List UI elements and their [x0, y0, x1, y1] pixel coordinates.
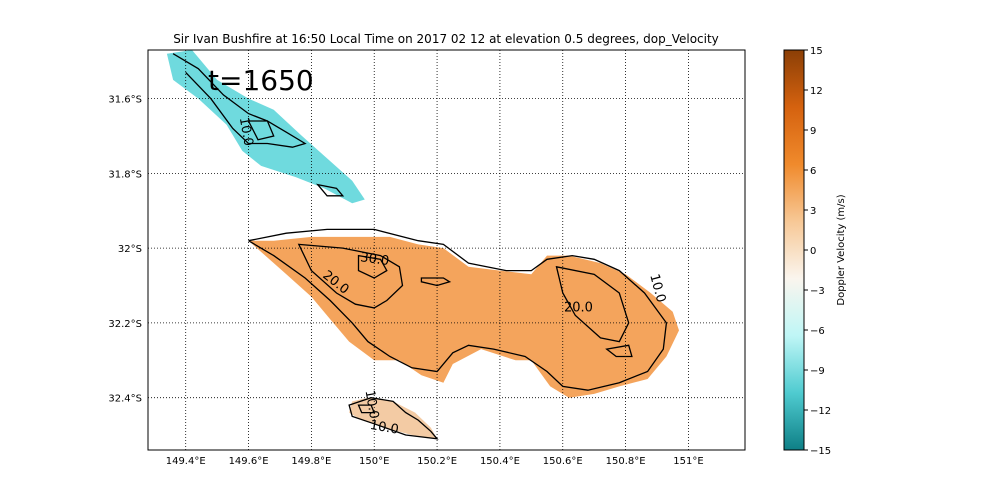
x-tick-label: 151°E — [673, 456, 703, 467]
contour-label: 20.0 — [564, 301, 593, 316]
colorbar-bar — [783, 49, 805, 451]
x-tick-label: 149.8°E — [291, 456, 331, 467]
colorbar-tick-label: −6 — [810, 326, 825, 337]
plot-area: 10.030.020.020.010.010.010.0 t=1650 — [147, 49, 746, 451]
gridlines — [148, 50, 745, 450]
colorbar-tick-label: 12 — [810, 86, 823, 97]
y-axis-ticks: 31.6°S 31.8°S 32°S 32.2°S 32.4°S — [108, 95, 142, 405]
x-tick-label: 150.4°E — [480, 456, 520, 467]
contour-north-10 — [172, 53, 307, 148]
contour-north-tail — [316, 183, 345, 197]
colorbar-tick-label: 6 — [810, 166, 816, 177]
contour-north-inner — [247, 120, 275, 141]
y-tick-label: 31.8°S — [108, 169, 142, 180]
y-tick-label: 32°S — [118, 244, 142, 255]
contour-plume-30 — [357, 254, 388, 279]
x-tick-label: 150.6°E — [543, 456, 583, 467]
contour-label: 10.0 — [361, 389, 381, 420]
y-tick-label: 31.6°S — [108, 95, 142, 106]
x-tick-label: 150.2°E — [417, 456, 457, 467]
x-tick-label: 149.4°E — [166, 456, 206, 467]
main-plume-region — [248, 236, 679, 398]
colorbar-tick-label: −12 — [810, 406, 831, 417]
contour-plume-20 — [297, 243, 404, 309]
y-tick-label: 32.2°S — [108, 319, 142, 330]
colorbar-tick-label: 9 — [810, 126, 816, 137]
contour-south-inner — [357, 404, 376, 414]
contour-plume-10 — [248, 228, 668, 391]
colorbar-tick-label: −3 — [810, 286, 825, 297]
axes-frame — [147, 49, 746, 451]
colorbar-tick-label: 0 — [810, 246, 816, 257]
x-tick-label: 149.6°E — [229, 456, 269, 467]
contour-label: 30.0 — [359, 250, 390, 269]
contour-label: 10.0 — [236, 116, 256, 147]
x-tick-label: 150.8°E — [606, 456, 646, 467]
contour-south-10 — [348, 397, 439, 440]
contour-lines — [172, 53, 668, 440]
colorbar: 15 12 9 6 3 0 −3 −6 −9 −12 −15 Doppler Velocity (m… — [783, 46, 847, 457]
chart-title: Sir Ivan Bushfire at 16:50 Local Time on… — [173, 32, 719, 46]
x-tick-label: 150°E — [359, 456, 389, 467]
colorbar-ticks: 15 12 9 6 3 0 −3 −6 −9 −12 −15 — [804, 46, 831, 457]
contour-plume-small — [420, 277, 452, 287]
colorbar-label: Doppler Velocity (m/s) — [836, 194, 847, 305]
south-cell-region — [349, 397, 438, 439]
colorbar-tick-label: −9 — [810, 366, 825, 377]
colorbar-tick-label: 15 — [810, 46, 823, 57]
x-axis-ticks: 149.4°E 149.6°E 149.8°E 150°E 150.2°E 150.4°E… — [166, 456, 704, 467]
contour-label: 10.0 — [646, 272, 668, 304]
contour-east-20 — [555, 265, 630, 343]
time-annotation: t=1650 — [208, 64, 314, 97]
y-tick-label: 32.4°S — [108, 394, 142, 405]
colorbar-tick-label: 3 — [810, 206, 816, 217]
contour-east-small — [605, 344, 633, 358]
contour-label: 10.0 — [369, 418, 400, 438]
colorbar-tick-label: −15 — [810, 446, 831, 457]
